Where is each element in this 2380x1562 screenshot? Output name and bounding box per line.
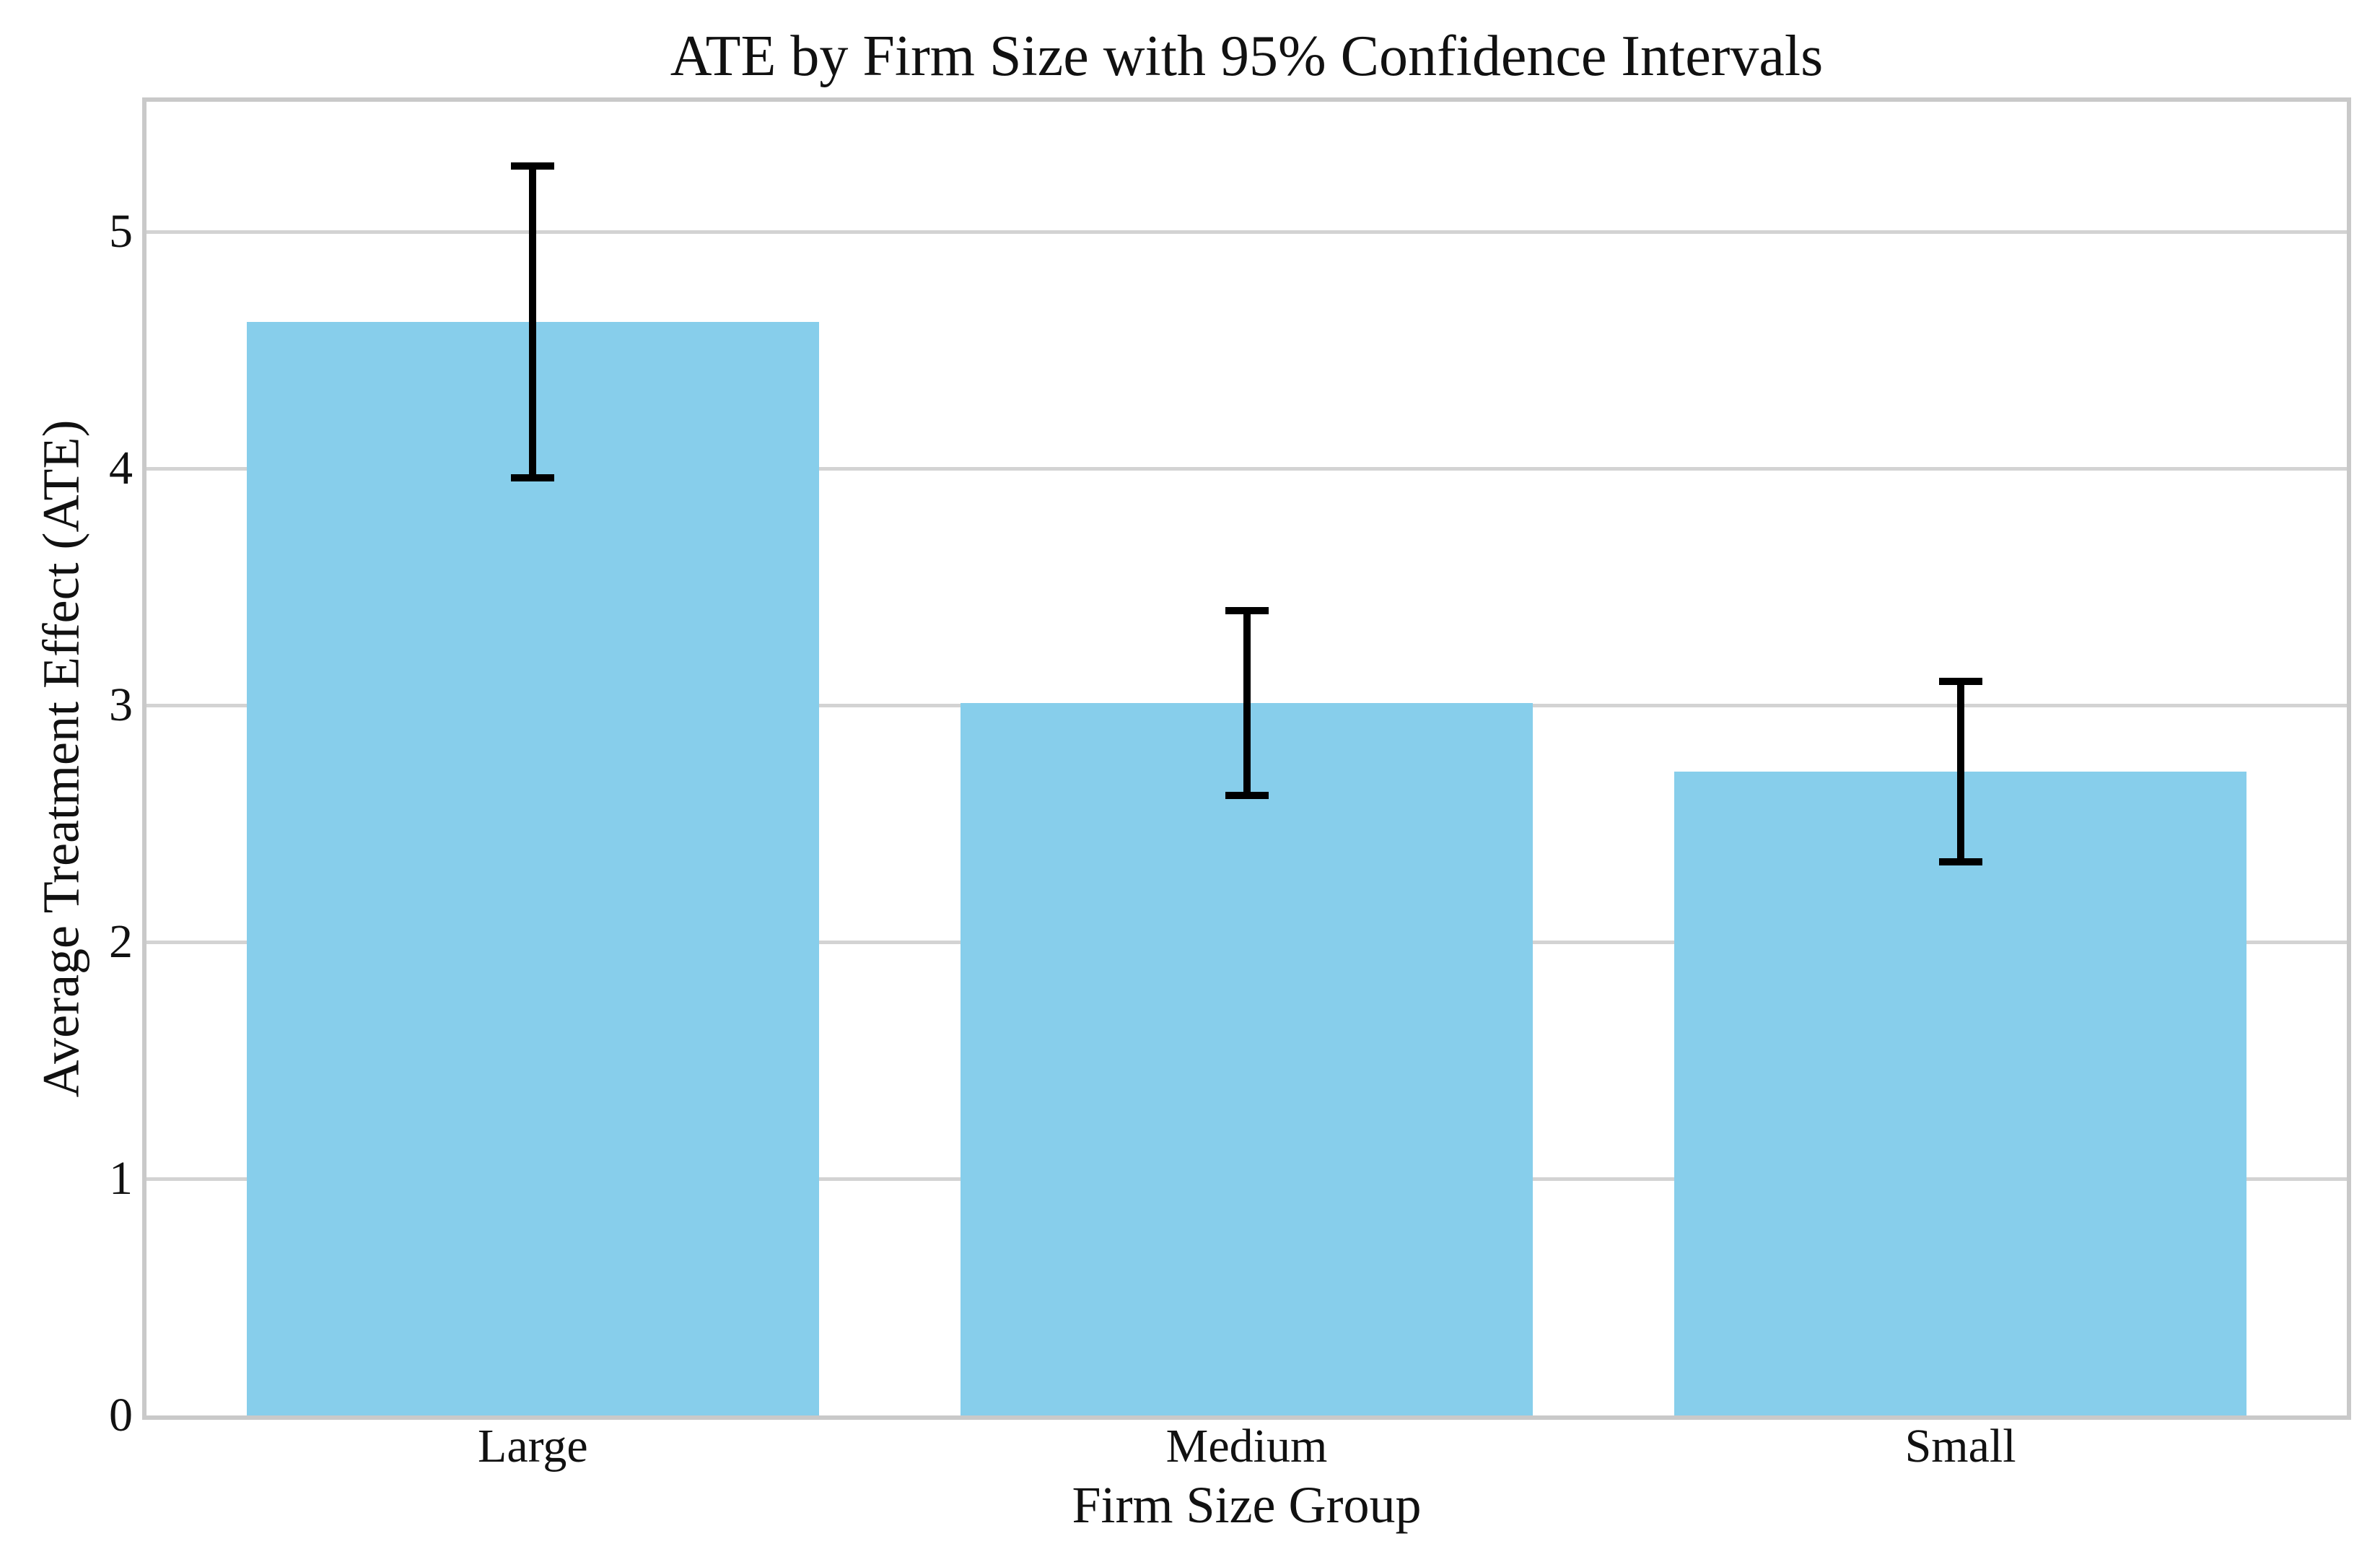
- error-bar-stem: [1243, 611, 1251, 795]
- y-tick-label-3: 3: [109, 679, 133, 732]
- x-tick-label-medium: Medium: [1165, 1420, 1328, 1472]
- y-tick-label-5: 5: [109, 205, 133, 258]
- error-bar-cap-top: [1938, 678, 1982, 686]
- x-tick-label-small: Small: [1904, 1420, 2016, 1472]
- bar-large: [247, 321, 819, 1415]
- x-axis-label: Firm Size Group: [1072, 1476, 1422, 1534]
- grid-line-y5: [146, 230, 2347, 234]
- y-tick-label-2: 2: [109, 915, 133, 969]
- bar-medium: [961, 702, 1533, 1415]
- error-bar-cap-bottom: [511, 474, 555, 482]
- y-tick-label-0: 0: [109, 1389, 133, 1441]
- y-axis-label: Average Treatment Effect (ATE): [32, 419, 90, 1098]
- y-tick-label-4: 4: [109, 442, 133, 495]
- chart-title: ATE by Firm Size with 95% Confidence Int…: [670, 25, 1824, 88]
- error-bar-cap-top: [1225, 607, 1269, 615]
- error-bar-cap-bottom: [1938, 858, 1982, 865]
- error-bar-stem: [1956, 681, 1964, 862]
- plot-area: 0 1 2 3 4 5 Large Medium Small: [109, 97, 2351, 1470]
- bar-small: [1674, 772, 2246, 1415]
- grid-line-y4: [146, 466, 2347, 471]
- error-bar-cap-bottom: [1225, 791, 1269, 799]
- y-tick-label-1: 1: [109, 1152, 133, 1205]
- error-bar-cap-top: [511, 162, 555, 170]
- error-bar-stem: [529, 165, 537, 479]
- x-tick-label-large: Large: [478, 1420, 588, 1472]
